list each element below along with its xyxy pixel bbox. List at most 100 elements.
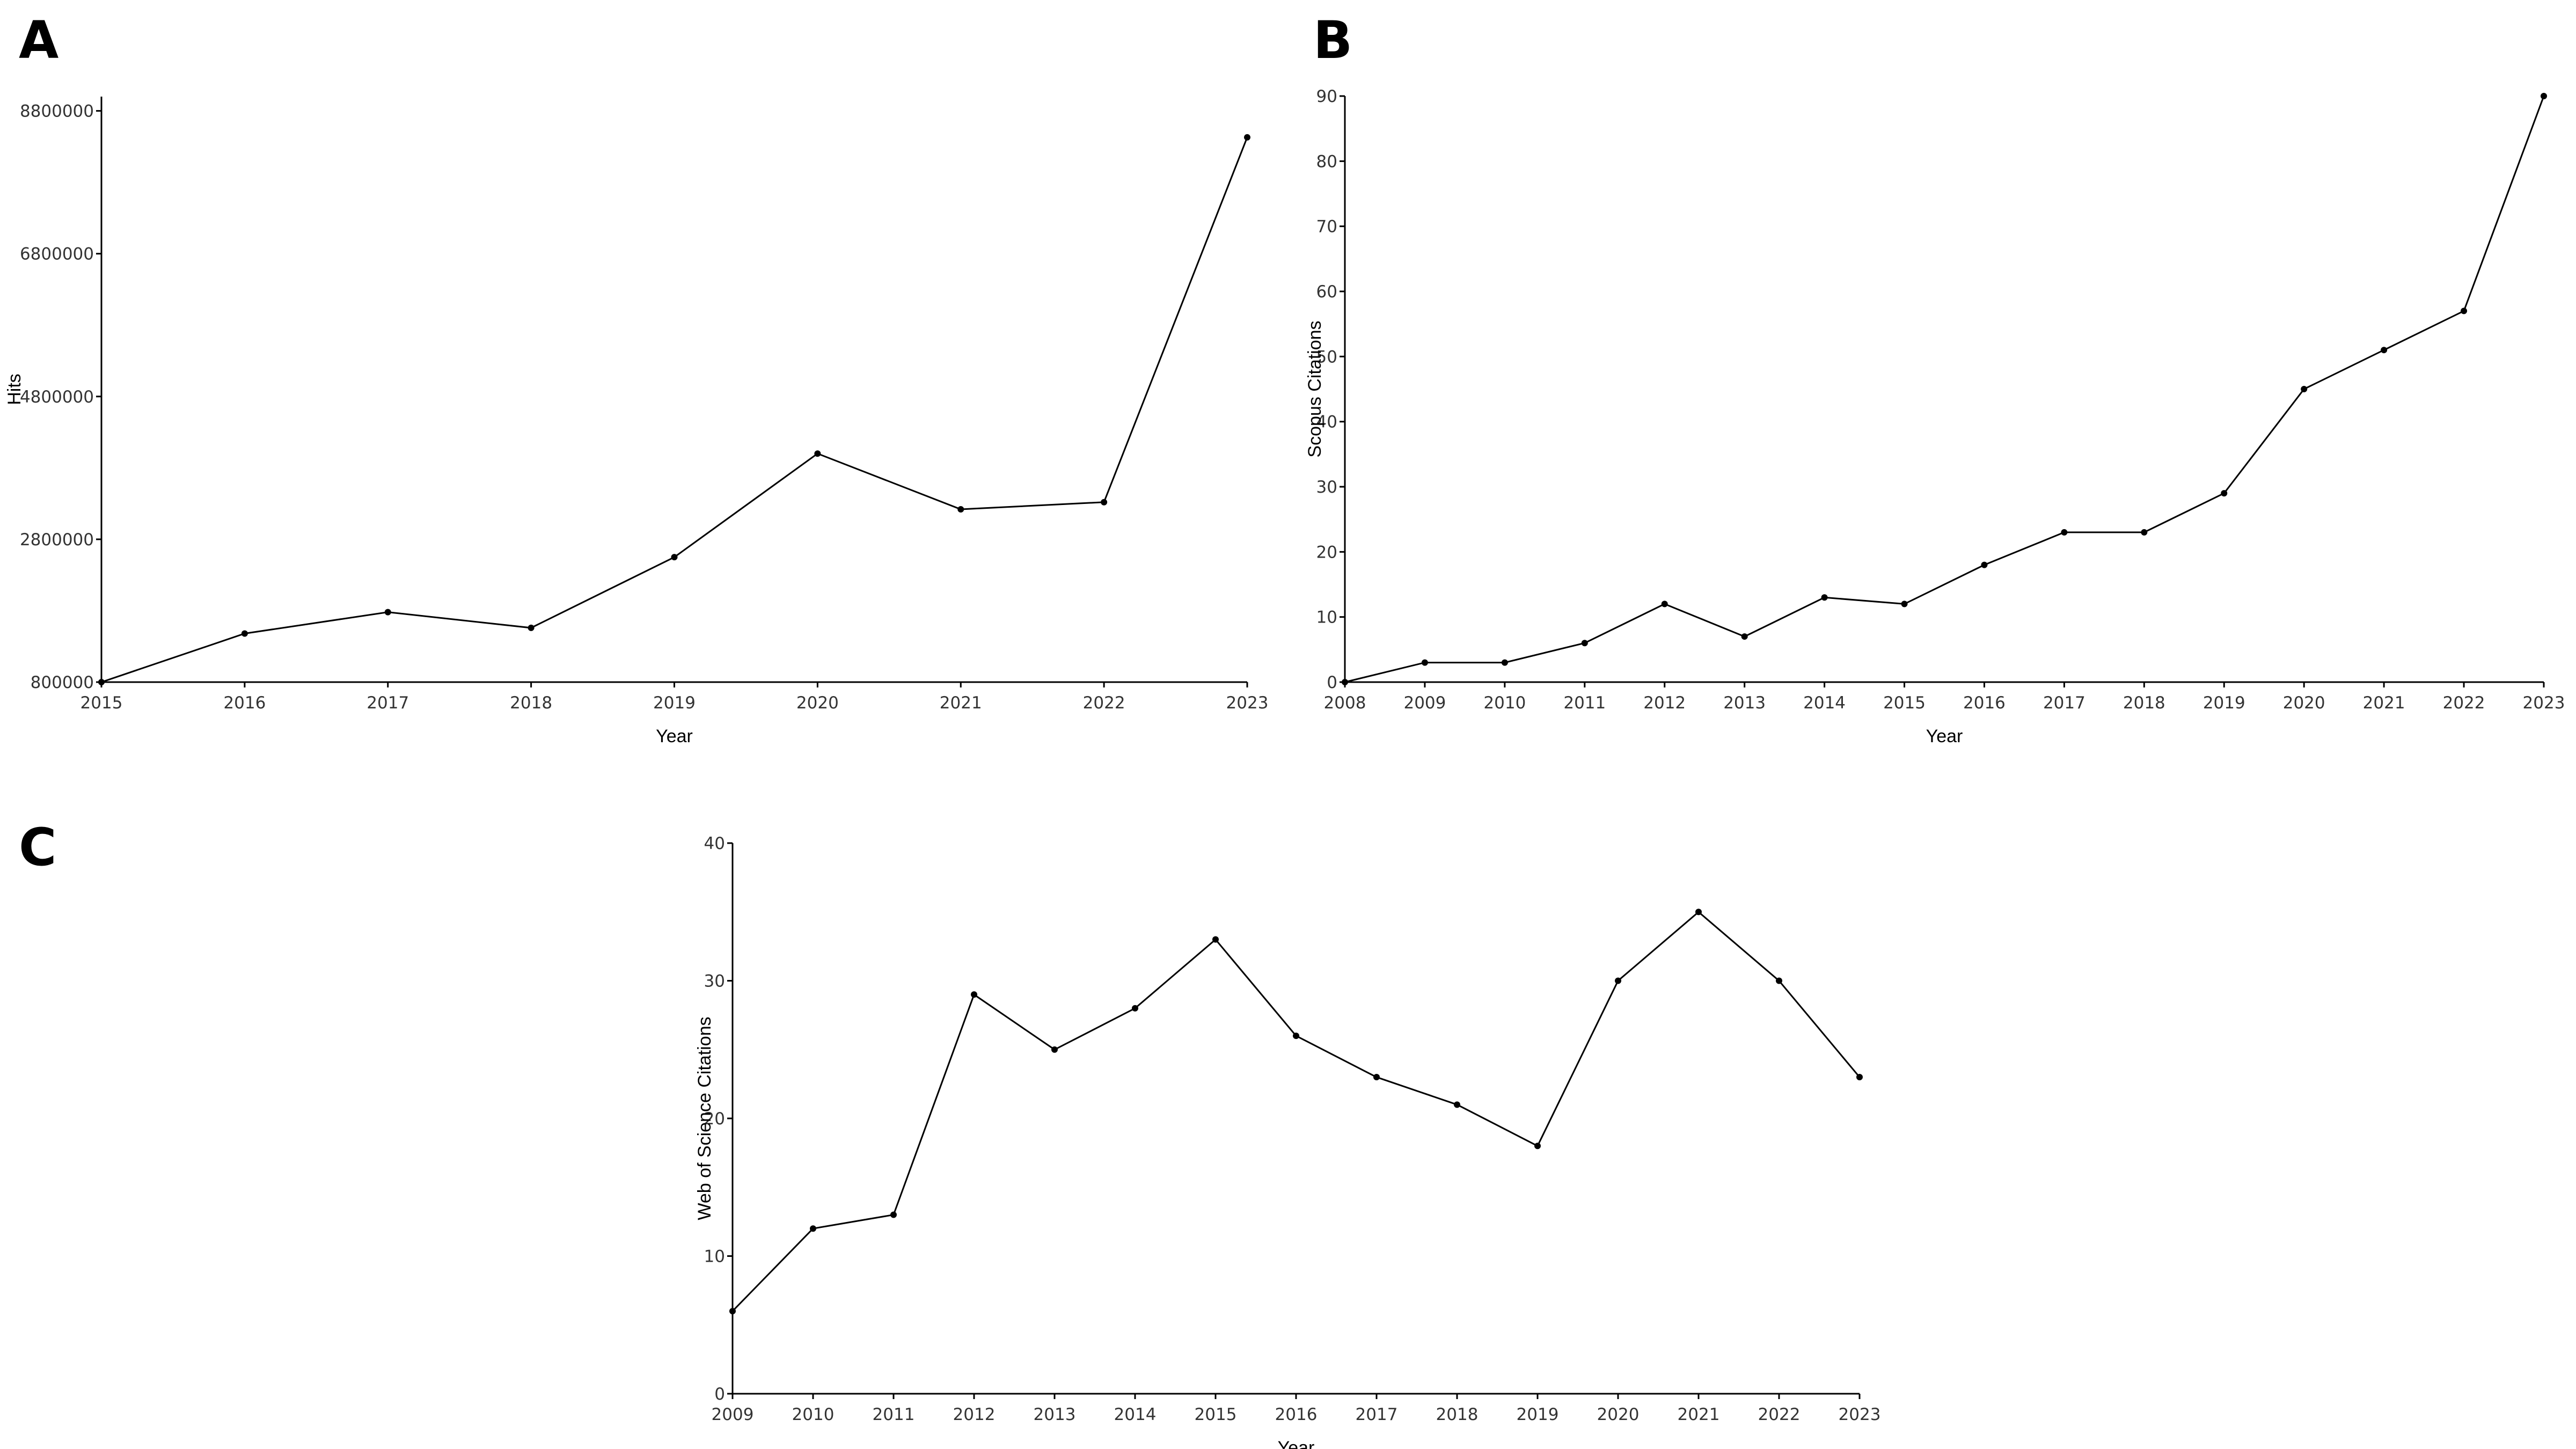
x-tick-label: 2015 bbox=[80, 693, 123, 713]
y-tick-label: 8800000 bbox=[20, 102, 94, 121]
x-tick-label: 2021 bbox=[1678, 1405, 1720, 1424]
data-point bbox=[810, 1225, 816, 1232]
data-point bbox=[890, 1211, 897, 1218]
data-point bbox=[1342, 679, 1348, 685]
x-tick-label: 2016 bbox=[1963, 693, 2006, 713]
x-tick-label: 2022 bbox=[1083, 693, 1125, 713]
y-tick-label: 20 bbox=[1316, 543, 1337, 562]
series-line bbox=[731, 911, 1861, 1312]
panel-a: A 2015 2016 2017 2018 2019 2020 2021 2022 2023 800… bbox=[4, 10, 1268, 747]
x-tick-label: 2010 bbox=[792, 1405, 835, 1424]
data-point bbox=[1132, 1005, 1138, 1012]
data-point bbox=[1421, 659, 1428, 666]
x-tick-label: 2017 bbox=[367, 693, 409, 713]
data-point bbox=[241, 630, 248, 637]
data-point bbox=[1581, 640, 1588, 647]
data-point bbox=[2221, 490, 2228, 497]
x-tick-label: 2008 bbox=[1324, 693, 1366, 713]
x-tick-label: 2023 bbox=[1226, 693, 1269, 713]
data-point bbox=[971, 991, 977, 998]
data-point bbox=[1212, 936, 1219, 943]
x-tick-label: 2011 bbox=[873, 1405, 915, 1424]
y-tick-label: 70 bbox=[1316, 217, 1337, 237]
data-point bbox=[814, 450, 821, 457]
x-tick-label: 2017 bbox=[2043, 693, 2085, 713]
data-point bbox=[384, 609, 391, 616]
data-point bbox=[1293, 1033, 1299, 1040]
x-axis-title: Year bbox=[1278, 1438, 1315, 1449]
data-point bbox=[1695, 909, 1702, 916]
data-point bbox=[729, 1308, 736, 1315]
y-tick-label: 10 bbox=[704, 1247, 725, 1267]
data-point bbox=[2461, 308, 2468, 314]
x-tick-label: 2022 bbox=[1758, 1405, 1801, 1424]
x-axis-title: Year bbox=[1926, 726, 1963, 747]
y-tick-label: 20 bbox=[704, 1109, 725, 1129]
y-tick-label: 50 bbox=[1316, 347, 1337, 367]
x-tick-label: 2010 bbox=[1483, 693, 1526, 713]
y-tick-label: 0 bbox=[714, 1385, 725, 1404]
y-tick-label: 10 bbox=[1316, 608, 1337, 627]
data-point bbox=[1661, 601, 1668, 608]
x-tick-label: 2013 bbox=[1034, 1405, 1076, 1424]
data-point bbox=[957, 506, 964, 513]
x-tick-label: 2019 bbox=[1517, 1405, 1559, 1424]
data-point bbox=[1454, 1101, 1460, 1108]
x-tick-label: 2016 bbox=[223, 693, 266, 713]
x-tick-label: 2023 bbox=[1839, 1405, 1881, 1424]
data-point bbox=[1821, 594, 1828, 601]
x-tick-label: 2020 bbox=[796, 693, 839, 713]
data-point bbox=[2301, 386, 2308, 392]
x-tick-label: 2012 bbox=[1643, 693, 1686, 713]
data-point bbox=[2381, 347, 2388, 354]
data-point bbox=[2541, 93, 2547, 99]
y-axis-title: Hits bbox=[4, 374, 25, 405]
data-point bbox=[1901, 601, 1908, 608]
x-tick-label: 2018 bbox=[2123, 693, 2165, 713]
y-tick-label: 40 bbox=[704, 834, 725, 853]
panel-letter: B bbox=[1313, 10, 1352, 70]
x-tick-label: 2018 bbox=[510, 693, 552, 713]
x-tick-label: 2013 bbox=[1723, 693, 1766, 713]
y-tick-label: 6800000 bbox=[20, 245, 94, 264]
series-line bbox=[1344, 96, 2545, 683]
data-point bbox=[1101, 499, 1108, 506]
panel-letter: A bbox=[19, 10, 58, 70]
data-point bbox=[1501, 659, 1508, 666]
x-tick-label: 2015 bbox=[1195, 1405, 1237, 1424]
data-point bbox=[528, 624, 535, 631]
x-tick-label: 2021 bbox=[940, 693, 982, 713]
data-point bbox=[1051, 1046, 1058, 1053]
x-tick-label: 2023 bbox=[2523, 693, 2565, 713]
x-tick-label: 2020 bbox=[1597, 1405, 1640, 1424]
y-tick-label: 30 bbox=[1316, 478, 1337, 497]
y-tick-label: 800000 bbox=[31, 673, 94, 692]
data-point bbox=[2061, 529, 2068, 536]
y-tick-label: 40 bbox=[1316, 413, 1337, 432]
x-tick-label: 2014 bbox=[1803, 693, 1846, 713]
x-axis-title: Year bbox=[656, 726, 693, 747]
x-tick-label: 2020 bbox=[2283, 693, 2325, 713]
data-point bbox=[1856, 1074, 1863, 1081]
x-tick-label: 2021 bbox=[2363, 693, 2405, 713]
data-point bbox=[1741, 633, 1748, 640]
data-point bbox=[1534, 1143, 1541, 1150]
y-axis-title: Scopus Citations bbox=[1305, 320, 1325, 457]
x-tick-label: 2022 bbox=[2443, 693, 2485, 713]
y-axis-title: Web of Science Citations bbox=[694, 1016, 715, 1220]
x-tick-label: 2019 bbox=[2203, 693, 2245, 713]
y-tick-label: 60 bbox=[1316, 282, 1337, 302]
x-tick-label: 2017 bbox=[1356, 1405, 1398, 1424]
series-line bbox=[101, 137, 1248, 683]
y-tick-label: 0 bbox=[1327, 673, 1337, 692]
x-tick-label: 2012 bbox=[953, 1405, 996, 1424]
x-tick-label: 2011 bbox=[1563, 693, 1606, 713]
data-point bbox=[98, 679, 105, 685]
data-point bbox=[2141, 529, 2148, 536]
data-point bbox=[1981, 561, 1988, 568]
y-tick-label: 90 bbox=[1316, 87, 1337, 106]
x-tick-label: 2015 bbox=[1883, 693, 1926, 713]
